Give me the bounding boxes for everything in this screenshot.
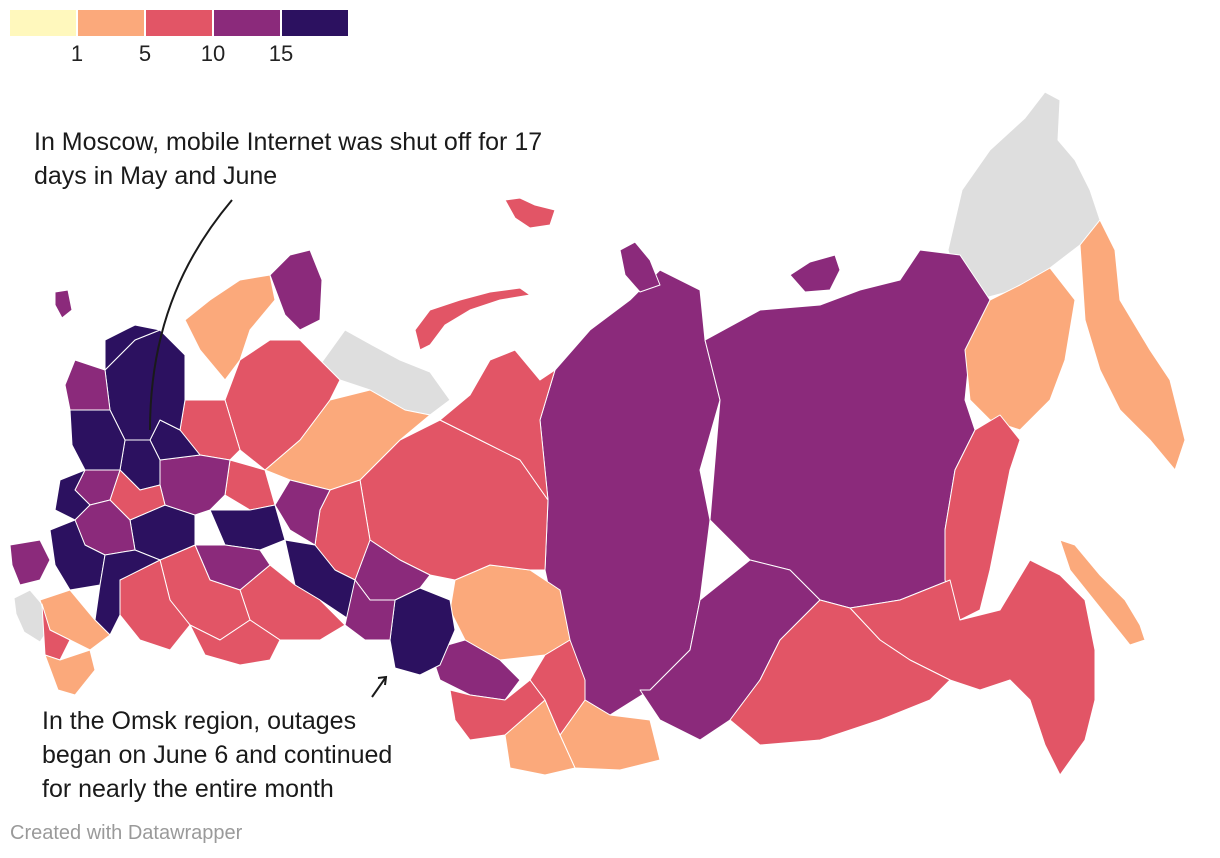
region-sakhalin <box>1059 539 1146 646</box>
legend-swatch-2 <box>146 10 212 36</box>
legend-tick-5: 5 <box>139 41 151 66</box>
region-yamal <box>439 349 556 501</box>
regions <box>9 91 1186 776</box>
island-novaya-zemlya <box>414 287 531 351</box>
omsk-arrow <box>371 675 388 698</box>
legend-swatch-1 <box>78 10 144 36</box>
island-new-siberian <box>789 254 841 293</box>
legend-swatch-3 <box>214 10 280 36</box>
region-nenets <box>321 329 451 416</box>
region-nizhny <box>159 454 231 516</box>
moscow-annotation-line <box>149 199 233 431</box>
region-pskov <box>64 359 111 411</box>
region-astrakhan <box>189 619 281 666</box>
region-leningrad <box>104 324 161 371</box>
region-tyva <box>559 699 661 771</box>
region-magadan <box>964 267 1076 431</box>
moscow-annotation: In Moscow, mobile Internet was shut off … <box>34 128 543 190</box>
region-altai-krai <box>449 679 546 741</box>
island-kaliningrad <box>54 289 73 319</box>
region-amur <box>849 559 1096 776</box>
legend: 1 5 10 15 <box>10 10 348 66</box>
region-arkhangelsk <box>224 339 341 471</box>
legend-tick-10: 10 <box>201 41 225 66</box>
region-volgograd <box>119 559 191 651</box>
region-north-caucasus <box>44 649 96 696</box>
legend-tick-1: 1 <box>71 41 83 66</box>
region-stavropol <box>41 603 71 661</box>
region-crimea <box>9 539 51 586</box>
arctic-islands <box>54 197 841 351</box>
region-kamchatka <box>1079 219 1186 471</box>
legend-tick-15: 15 <box>269 41 293 66</box>
region-novosibirsk <box>429 639 521 701</box>
omsk-annotation: In the Omsk region, outages began on Jun… <box>42 707 393 803</box>
region-chukotka <box>947 91 1101 299</box>
legend-swatch-4 <box>282 10 348 36</box>
island-severnaya-zemlya <box>619 241 661 293</box>
region-murmansk <box>269 249 323 331</box>
island-franz-josef <box>504 197 556 229</box>
region-tatarstan <box>209 504 286 551</box>
region-karelia <box>184 274 276 381</box>
region-buryatia <box>729 599 951 746</box>
region-omsk <box>389 587 456 676</box>
region-khabarovsk <box>944 414 1021 621</box>
legend-swatch-0 <box>10 10 76 36</box>
credit-text: Created with Datawrapper <box>10 822 243 844</box>
